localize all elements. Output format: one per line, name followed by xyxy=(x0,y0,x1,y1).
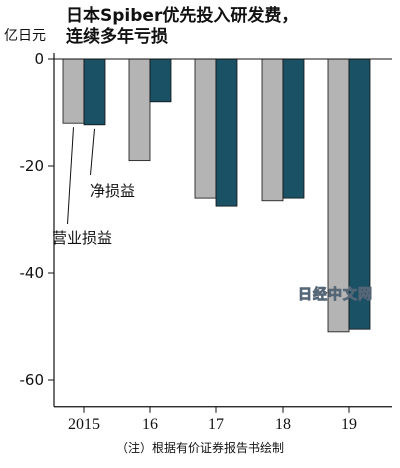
annotation-leader-net xyxy=(90,128,95,176)
x-tick-label-17: 17 xyxy=(208,416,224,433)
bar-operating-17 xyxy=(194,58,217,199)
annotation-leader-operating xyxy=(67,127,74,225)
axes-group: 0 -20 -40 -60 2015 16 17 18 19 xyxy=(20,50,392,433)
annotation-net-label: 净损益 xyxy=(90,182,135,200)
bars-group xyxy=(62,58,371,333)
x-tick-label-2015: 2015 xyxy=(68,416,100,433)
chart-title: 日本Spiber优先投入研发费，连续多年亏损 xyxy=(66,5,298,47)
bar-net-17 xyxy=(215,58,238,207)
x-tick-label-18: 18 xyxy=(275,416,291,433)
y-tick-label--20: -20 xyxy=(20,157,45,175)
watermark: 日经中文网 xyxy=(298,286,373,303)
bar-operating-18 xyxy=(261,58,284,202)
annotation-operating-label: 营业损益 xyxy=(52,229,112,247)
title-line-1: 日本Spiber优先投入研发费， xyxy=(66,5,298,26)
bar-net-16 xyxy=(149,58,172,103)
bar-operating-2015 xyxy=(62,58,85,124)
bar-net-18 xyxy=(282,58,305,199)
y-tick-label--60: -60 xyxy=(20,371,45,389)
title-line-2: 连续多年亏损 xyxy=(66,26,168,47)
y-axis-unit-label: 亿日元 xyxy=(4,28,46,44)
x-tick-label-19: 19 xyxy=(341,416,357,433)
y-tick-label--40: -40 xyxy=(20,264,45,282)
source-note: （注）根据有价证券报告书绘制 xyxy=(116,440,284,455)
y-tick-label-0: 0 xyxy=(34,50,44,68)
bar-operating-16 xyxy=(128,58,151,162)
x-tick-label-16: 16 xyxy=(142,416,158,433)
bar-net-2015 xyxy=(83,58,106,126)
